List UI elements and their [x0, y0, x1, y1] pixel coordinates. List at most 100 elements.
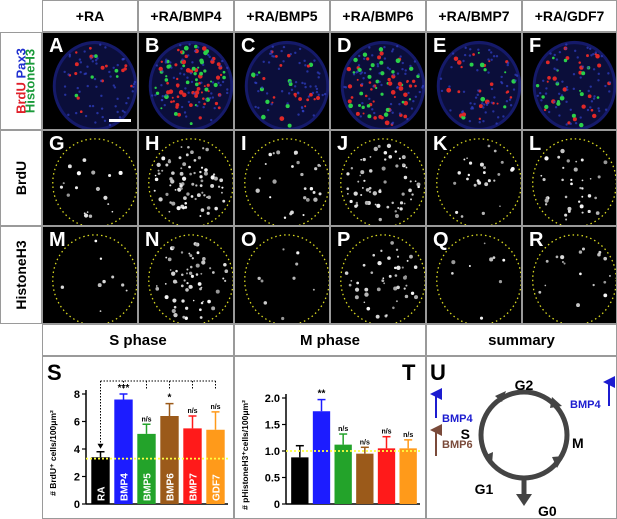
pax3-signal [186, 76, 189, 79]
labelled-cell [565, 218, 568, 221]
cell-nucleus [590, 108, 594, 112]
pax3-signal [547, 110, 551, 114]
cell-nucleus [173, 112, 178, 116]
labelled-cell [302, 213, 305, 217]
image-canvas [532, 138, 616, 225]
pax3-signal [373, 111, 376, 115]
pax3-signal [154, 93, 157, 97]
pax3-signal [586, 66, 590, 69]
cell-nucleus [194, 82, 199, 87]
labelled-cell [219, 178, 224, 183]
labelled-cell [314, 167, 318, 171]
labelled-cell [386, 205, 390, 209]
image-canvas [52, 234, 137, 323]
pax3-signal [219, 64, 223, 68]
labelled-cell [171, 271, 176, 276]
labelled-cell [191, 257, 194, 260]
pax3-signal [180, 67, 183, 70]
category-label: BMP4 [120, 473, 131, 501]
tissue-core [439, 44, 519, 128]
bmp4-right-label: BMP4 [570, 399, 601, 411]
pax3-signal [89, 57, 93, 60]
image-canvas [148, 138, 233, 225]
pax3-signal [79, 70, 82, 74]
row-label-histoneh3: HistoneH3 [0, 226, 42, 324]
scale-bar [109, 119, 131, 122]
cell-nucleus [294, 95, 297, 98]
labelled-cell [395, 164, 399, 168]
col-header-bmp5: +RA/BMP5 [234, 0, 330, 32]
cell-nucleus [206, 83, 210, 87]
cell-nucleus [375, 79, 380, 84]
labelled-cell [179, 182, 182, 185]
cell-nucleus [359, 91, 364, 96]
labelled-cell [396, 265, 401, 271]
cell-nucleus [581, 104, 586, 109]
labelled-cell [581, 211, 584, 214]
panel-letter: H [145, 133, 160, 155]
pax3-signal [399, 55, 402, 58]
labelled-cell [377, 260, 382, 266]
image-panel: R [522, 226, 617, 324]
bar [160, 416, 179, 504]
labelled-cell [255, 188, 260, 193]
pax3-signal [392, 73, 396, 77]
bar [399, 448, 417, 504]
cell-nucleus [261, 114, 266, 120]
labelled-cell [372, 253, 376, 257]
pax3-signal [311, 91, 315, 95]
y-tick-label: 4 [74, 444, 81, 456]
pax3-signal [294, 80, 298, 84]
pax3-signal [193, 92, 196, 95]
pax3-signal [84, 114, 88, 118]
pax3-signal [506, 63, 509, 67]
cell-nucleus [375, 86, 378, 90]
pax3-signal [267, 61, 271, 64]
pax3-signal [301, 109, 305, 113]
cell-nucleus [406, 79, 409, 83]
labelled-cell [167, 159, 172, 164]
cell-nucleus [76, 96, 80, 100]
labelled-cell [175, 269, 178, 273]
cell-nucleus [210, 80, 213, 83]
significance-label: ** [318, 389, 326, 400]
pax3-signal [92, 54, 95, 58]
labelled-cell [313, 197, 318, 202]
cell-nucleus [403, 92, 408, 97]
labelled-cell [200, 179, 204, 183]
pax3-signal [410, 107, 414, 110]
pax3-signal [469, 48, 472, 51]
cell-nucleus [346, 66, 352, 72]
labelled-cell [414, 180, 417, 183]
cell-nucleus [387, 81, 393, 86]
pax3-signal [290, 88, 294, 92]
pax3-signal [321, 93, 324, 97]
pax3-signal [86, 84, 89, 88]
labelled-cell [86, 211, 89, 213]
labelled-cell [194, 243, 198, 247]
cell-nucleus [158, 66, 163, 72]
labelled-cell [587, 194, 592, 198]
row-label-merged: BrdU Pax3 HistoneH3 [0, 32, 42, 130]
pax3-signal [473, 102, 476, 106]
pax3-signal [540, 99, 543, 102]
stain-histoneh3-label: HistoneH3 [22, 48, 38, 114]
panel-letter: D [337, 35, 352, 57]
cell-nucleus [197, 66, 200, 69]
pax3-signal [558, 50, 562, 54]
labelled-cell [165, 256, 168, 259]
labelled-cell [83, 212, 86, 215]
labelled-cell [272, 179, 277, 184]
labelled-cell [592, 283, 595, 287]
pax3-signal [226, 66, 229, 70]
labelled-cell [182, 206, 185, 210]
labelled-cell [197, 156, 202, 160]
phase-label-g0: G0 [538, 503, 557, 519]
pax3-signal [226, 88, 229, 91]
section-summary: summary [426, 324, 617, 356]
significance-label: n/s [187, 408, 197, 415]
cell-nucleus [372, 100, 375, 103]
labelled-cell [215, 289, 220, 294]
pax3-signal [91, 60, 94, 63]
pax3-signal [557, 92, 561, 95]
